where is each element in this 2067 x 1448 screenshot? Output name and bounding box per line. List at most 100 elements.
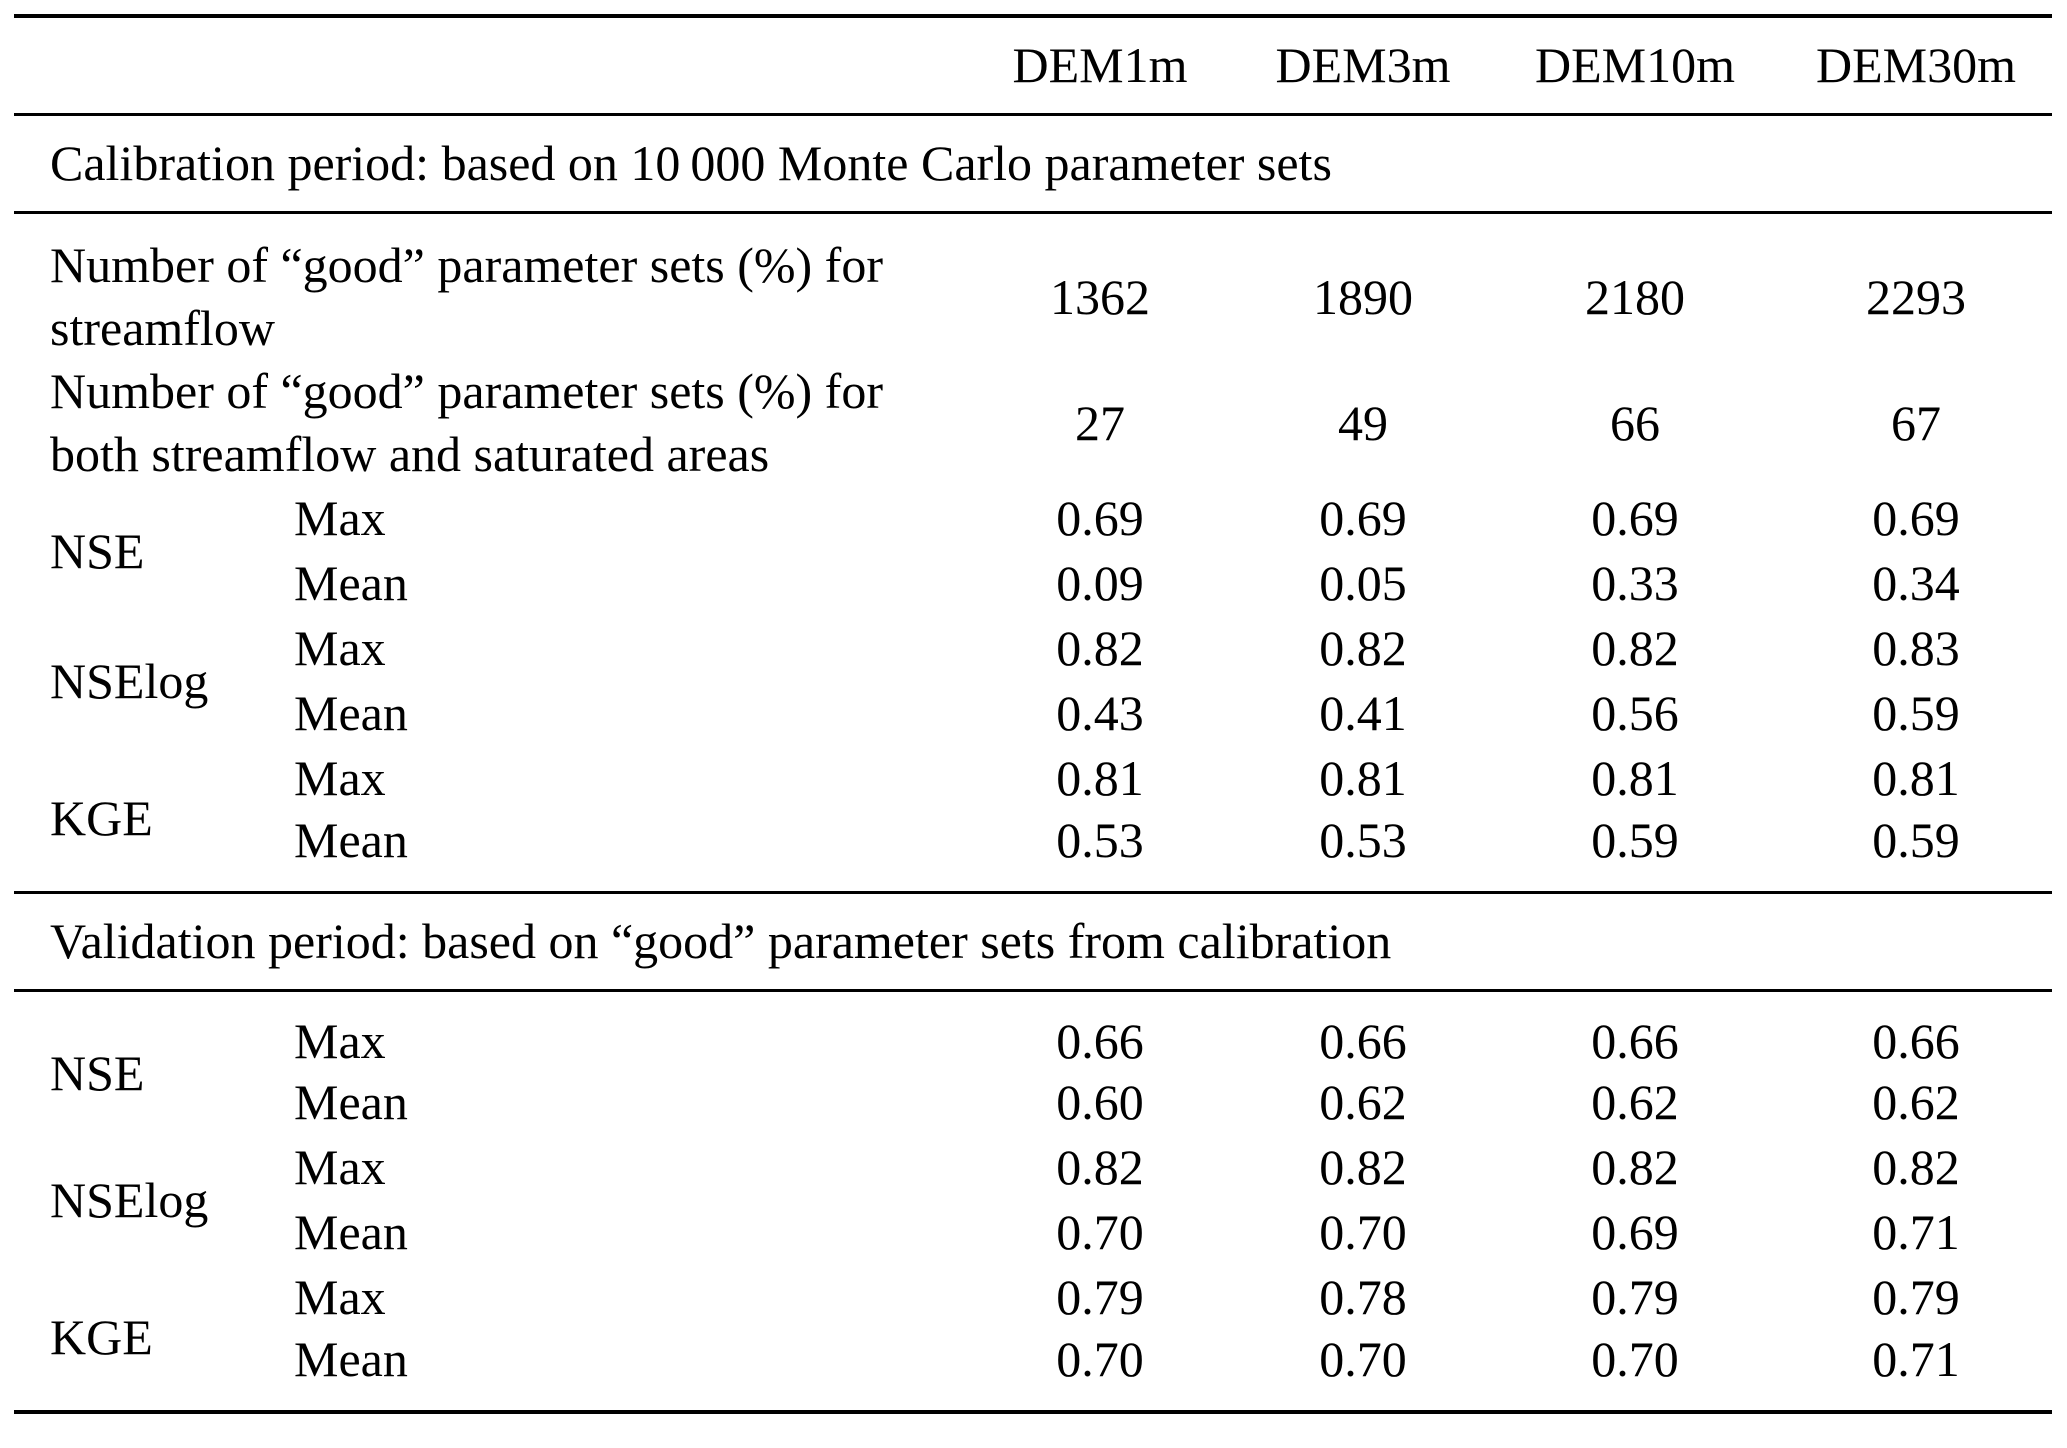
cell-value: 0.81	[1319, 750, 1407, 806]
table-row-val-kge-max: KGE Max 0.79 0.78 0.79 0.79	[14, 1265, 2052, 1365]
column-header-dem3m: DEM3m	[1275, 37, 1451, 94]
stat-label: Max	[294, 750, 386, 806]
table-row-good-sets-streamflow: Number of “good” parameter sets (%) for …	[14, 212, 2052, 360]
cell-value: 2180	[1585, 268, 1685, 325]
results-table: DEM1m DEM3m DEM10m DEM30m Calibration pe…	[14, 14, 2052, 1414]
header-empty-cell	[14, 16, 964, 114]
stat-label: Mean	[294, 1204, 408, 1260]
cell-value: 0.71	[1872, 1204, 1960, 1260]
stat-label: Max	[294, 620, 386, 676]
cell-value: 0.09	[1056, 555, 1144, 611]
cell-value: 0.34	[1872, 555, 1960, 611]
cell-value: 67	[1891, 394, 1941, 451]
cell-value: 1362	[1050, 268, 1150, 325]
cell-value: 0.66	[1056, 1012, 1144, 1069]
stat-label: Mean	[294, 1074, 408, 1130]
metric-group-label-nselog: NSElog	[50, 1171, 209, 1228]
validation-section-header: Validation period: based on “good” param…	[14, 892, 2052, 990]
calibration-section-title: Calibration period: based on 10 000 Mont…	[50, 135, 1332, 191]
table-row-val-nse-max: NSE Max 0.66 0.66 0.66 0.66	[14, 990, 2052, 1102]
stat-label: Max	[294, 490, 386, 546]
metric-group-label-kge: KGE	[50, 1309, 153, 1365]
cell-value: 0.70	[1319, 1204, 1407, 1260]
table-row-val-nselog-max: NSElog Max 0.82 0.82 0.82 0.82	[14, 1135, 2052, 1228]
cell-value: 0.59	[1872, 685, 1960, 741]
column-header-dem30m: DEM30m	[1816, 37, 2016, 94]
cell-value: 0.62	[1591, 1074, 1679, 1130]
stat-label: Max	[294, 1139, 386, 1195]
validation-body: NSE Max 0.66 0.66 0.66 0.66 Mean 0.60 0.…	[14, 990, 2052, 1412]
cell-value: 0.53	[1056, 811, 1144, 868]
metric-group-label-kge: KGE	[50, 790, 153, 846]
cell-value: 2293	[1866, 268, 1966, 325]
cell-value: 0.82	[1591, 620, 1679, 676]
table-row-cal-nse-mean: Mean 0.09 0.05 0.33 0.34	[14, 551, 2052, 616]
cell-value: 0.66	[1591, 1012, 1679, 1069]
cell-value: 0.70	[1056, 1204, 1144, 1260]
stat-label: Mean	[294, 1330, 408, 1387]
metric-group-label-nse: NSE	[50, 522, 145, 579]
cell-value: 0.82	[1319, 620, 1407, 676]
cell-value: 0.53	[1319, 811, 1407, 868]
cell-value: 0.60	[1056, 1074, 1144, 1130]
stat-label: Max	[294, 1269, 386, 1325]
cell-value: 0.33	[1591, 555, 1679, 611]
cell-value: 0.81	[1591, 750, 1679, 806]
table-row-good-sets-both: Number of “good” parameter sets (%) for …	[14, 360, 2052, 486]
cell-value: 0.43	[1056, 685, 1144, 741]
stat-label: Mean	[294, 811, 408, 868]
cell-value: 0.59	[1872, 811, 1960, 868]
cell-value: 0.66	[1872, 1012, 1960, 1069]
cell-value: 0.41	[1319, 685, 1407, 741]
row-label: Number of “good” parameter sets (%) for …	[50, 236, 883, 356]
cell-value: 0.79	[1872, 1269, 1960, 1325]
column-header-row: DEM1m DEM3m DEM10m DEM30m	[14, 16, 2052, 114]
cell-value: 0.59	[1591, 811, 1679, 868]
column-header-dem1m: DEM1m	[1012, 37, 1188, 94]
table-row-val-nselog-mean: Mean 0.70 0.70 0.69 0.71	[14, 1200, 2052, 1265]
cell-value: 0.62	[1319, 1074, 1407, 1130]
metric-group-label-nselog: NSElog	[50, 652, 209, 709]
column-header-dem10m: DEM10m	[1535, 37, 1735, 94]
cell-value: 27	[1075, 394, 1125, 451]
cell-value: 0.82	[1056, 1139, 1144, 1195]
cell-value: 0.79	[1591, 1269, 1679, 1325]
stat-label: Mean	[294, 685, 408, 741]
cell-value: 0.71	[1872, 1330, 1960, 1387]
cell-value: 49	[1338, 394, 1388, 451]
stat-label: Mean	[294, 555, 408, 611]
table-row-cal-nselog-mean: Mean 0.43 0.41 0.56 0.59	[14, 681, 2052, 746]
cell-value: 0.78	[1319, 1269, 1407, 1325]
stat-label: Max	[294, 1012, 386, 1069]
cell-value: 0.70	[1056, 1330, 1144, 1387]
cell-value: 0.70	[1591, 1330, 1679, 1387]
cell-value: 0.70	[1319, 1330, 1407, 1387]
cell-value: 0.82	[1591, 1139, 1679, 1195]
cell-value: 0.82	[1056, 620, 1144, 676]
cell-value: 0.82	[1872, 1139, 1960, 1195]
cell-value: 0.69	[1591, 490, 1679, 546]
cell-value: 66	[1610, 394, 1660, 451]
cell-value: 0.81	[1872, 750, 1960, 806]
cell-value: 0.66	[1319, 1012, 1407, 1069]
cell-value: 0.69	[1056, 490, 1144, 546]
cell-value: 0.82	[1319, 1139, 1407, 1195]
table-row-cal-kge-mean: Mean 0.53 0.53 0.59 0.59	[14, 811, 2052, 893]
row-label: Number of “good” parameter sets (%) for …	[50, 362, 883, 482]
cell-value: 0.79	[1056, 1269, 1144, 1325]
calibration-body: Number of “good” parameter sets (%) for …	[14, 212, 2052, 892]
cell-value: 0.62	[1872, 1074, 1960, 1130]
cell-value: 0.83	[1872, 620, 1960, 676]
validation-section-title: Validation period: based on “good” param…	[50, 913, 1392, 969]
table-row-cal-kge-max: KGE Max 0.81 0.81 0.81 0.81	[14, 746, 2052, 846]
calibration-section-header: Calibration period: based on 10 000 Mont…	[14, 114, 2052, 212]
cell-value: 0.56	[1591, 685, 1679, 741]
table-row-val-kge-mean: Mean 0.70 0.70 0.70 0.71	[14, 1330, 2052, 1412]
cell-value: 0.81	[1056, 750, 1144, 806]
cell-value: 0.69	[1872, 490, 1960, 546]
cell-value: 0.69	[1319, 490, 1407, 546]
metric-group-label-nse: NSE	[50, 1045, 145, 1101]
cell-value: 0.69	[1591, 1204, 1679, 1260]
table-row-cal-nselog-max: NSElog Max 0.82 0.82 0.82 0.83	[14, 616, 2052, 709]
